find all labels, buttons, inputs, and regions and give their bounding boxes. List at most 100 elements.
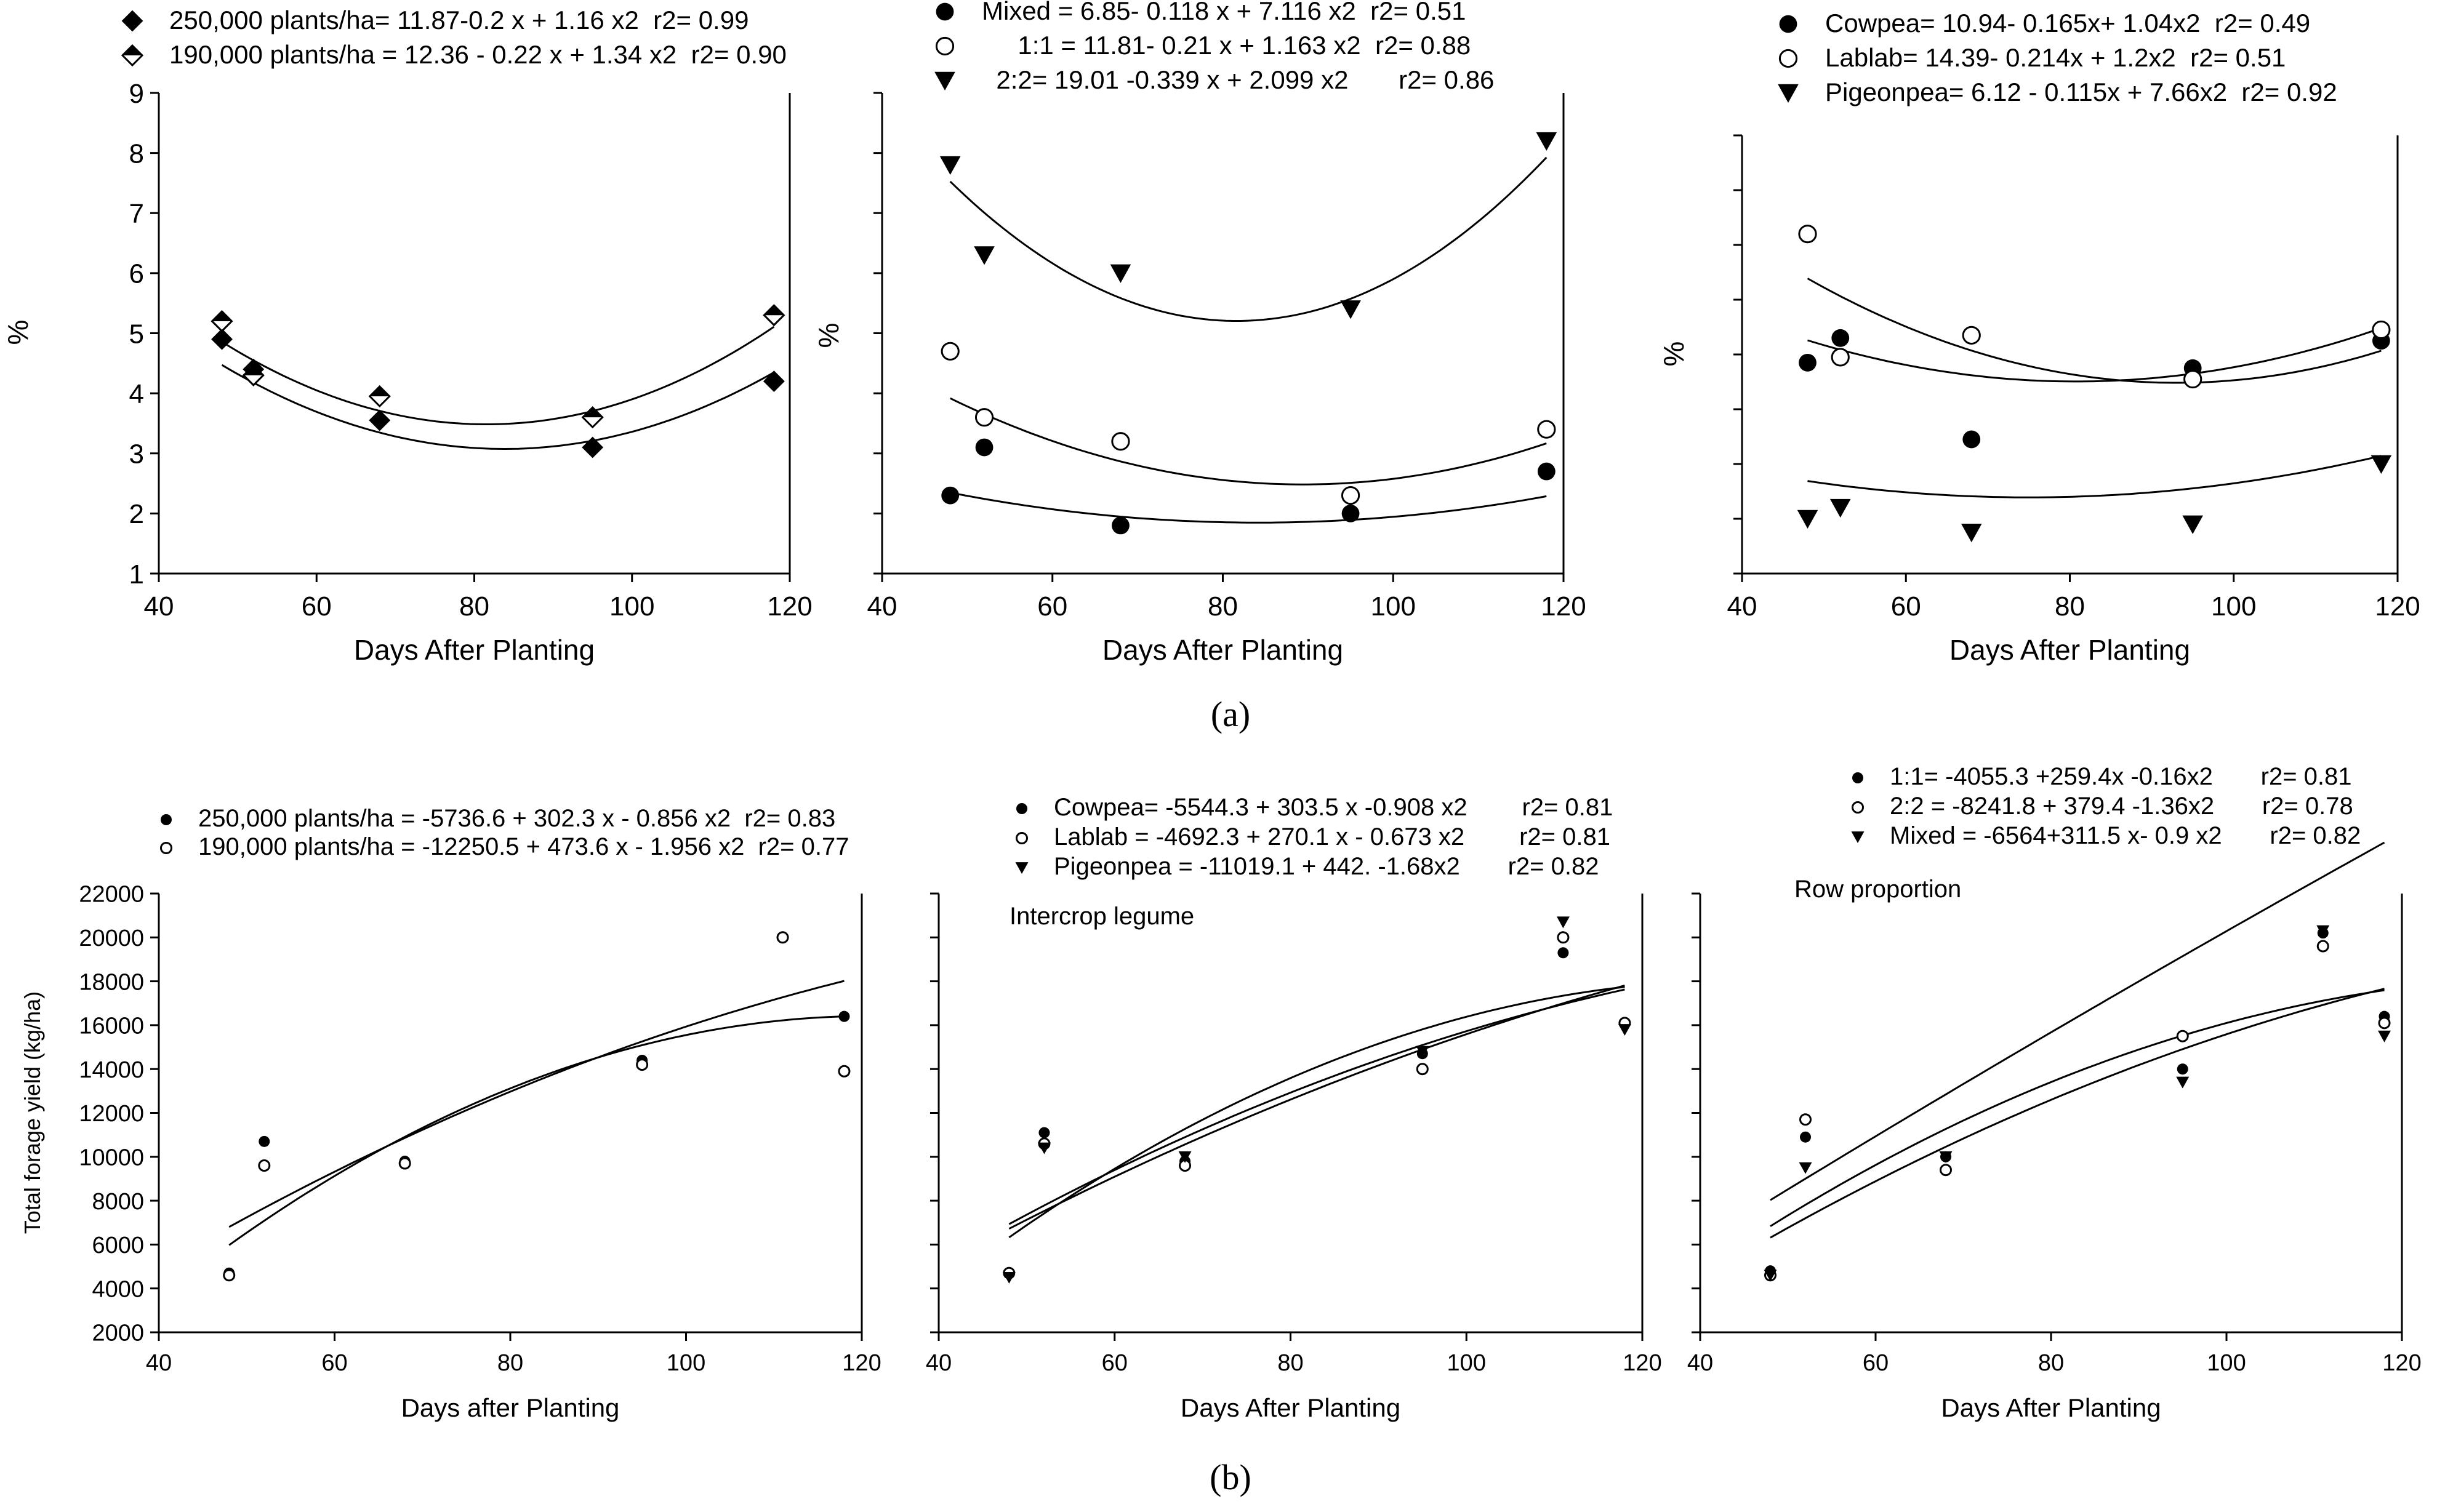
x-tick-label: 120 (1541, 591, 1586, 622)
data-point (636, 1058, 649, 1071)
data-point (259, 1135, 270, 1147)
data-point (1556, 916, 1570, 929)
x-tick-label: 60 (1891, 591, 1921, 622)
data-point (974, 408, 994, 427)
x-axis-label: Days After Planting (1102, 634, 1343, 666)
data-point (1038, 1127, 1050, 1138)
y-tick-label: 18000 (79, 969, 144, 995)
y-tick-label: 14000 (79, 1057, 144, 1083)
legend-marker (121, 44, 144, 67)
y-tick-label: 7 (129, 199, 144, 229)
data-point (941, 486, 960, 505)
y-tick-label: 12000 (79, 1101, 144, 1127)
data-point (242, 364, 265, 386)
data-point (1799, 1113, 1812, 1126)
data-point (1110, 264, 1131, 283)
panel-label-b: (b) (1210, 1457, 1251, 1497)
x-tick-label: 40 (144, 591, 174, 622)
data-point (1962, 430, 1981, 449)
x-tick-label: 100 (609, 591, 654, 622)
data-point (1557, 947, 1569, 959)
y-tick-label: 8000 (92, 1189, 144, 1215)
x-tick-label: 60 (1102, 1350, 1128, 1376)
x-tick-label: 40 (867, 591, 897, 622)
x-tick-label: 100 (2207, 1350, 2246, 1376)
data-point (582, 436, 604, 458)
y-tick-label: 2000 (92, 1321, 144, 1346)
legend-label: 2:2 = -8241.8 + 379.4 -1.36x2 r2= 0.78 (1890, 793, 2353, 820)
legend-marker (935, 36, 955, 56)
data-point (975, 438, 994, 457)
data-point (763, 304, 785, 327)
x-tick-label: 80 (1277, 1350, 1303, 1376)
chart-a3: 40 60 80 100 120 Days After Planting% Cowpea= … (1658, 9, 2420, 666)
data-point (2183, 369, 2202, 389)
data-point (2316, 940, 2329, 953)
data-point (1939, 1151, 1953, 1163)
data-point (1829, 498, 1851, 518)
data-point (939, 156, 961, 175)
legend-label: 190,000 plants/ha = -12250.5 + 473.6 x -… (198, 833, 849, 860)
data-point (2177, 1063, 2188, 1075)
chart-b3: 40 60 80 100 120 Days After Planting Row propo… (1687, 763, 2422, 1422)
legend-label: Lablab= 14.39- 0.214x + 1.2x2 r2= 0.51 (1825, 43, 2286, 72)
data-point (2371, 455, 2392, 474)
x-tick-label: 100 (1447, 1350, 1486, 1376)
data-point (1831, 348, 1850, 367)
y-tick-label: 6000 (92, 1233, 144, 1258)
legend-label: Cowpea= -5544.3 + 303.5 x -0.908 x2 r2= … (1054, 794, 1613, 821)
y-tick-label: 22000 (79, 882, 144, 908)
legend-label: Pigeonpea= 6.12 - 0.115x + 7.66x2 r2= 0.… (1825, 78, 2337, 106)
data-point (1618, 1024, 1631, 1036)
legend-marker (1852, 772, 1863, 783)
y-tick-label: 10000 (79, 1145, 144, 1170)
x-tick-label: 80 (497, 1350, 523, 1376)
x-tick-label: 120 (2382, 1350, 2421, 1376)
data-point (581, 406, 604, 429)
y-axis-label: % (813, 323, 845, 348)
data-point (838, 1065, 851, 1078)
x-tick-label: 80 (1208, 591, 1238, 622)
x-tick-label: 80 (2038, 1350, 2064, 1376)
fit-curve-pigeonpea (1008, 986, 1625, 1239)
legend-marker (1851, 831, 1865, 843)
legend-label: 250,000 plants/ha = -5736.6 + 302.3 x - … (198, 805, 835, 832)
data-point (1340, 300, 1361, 319)
data-point (1831, 329, 1850, 347)
legend-marker (1778, 49, 1798, 68)
x-tick-label: 60 (321, 1350, 347, 1376)
x-tick-label: 40 (926, 1350, 952, 1376)
legend-label: Mixed = -6564+311.5 x- 0.9 x2 r2= 0.82 (1890, 822, 2361, 849)
x-tick-label: 120 (1623, 1350, 1661, 1376)
legend-marker (936, 2, 954, 21)
y-tick-label: 1 (129, 559, 144, 590)
x-axis-label: Days After Planting (1941, 1393, 2161, 1422)
fit-curve-190-000-plants-ha (221, 326, 775, 425)
legend-marker (1779, 15, 1797, 33)
legend-label: 1:1= -4055.3 +259.4x -0.16x2 r2= 0.81 (1890, 763, 2352, 790)
y-tick-label: 16000 (79, 1014, 144, 1039)
legend-label: 250,000 plants/ha= 11.87-0.2 x + 1.16 x2… (169, 6, 749, 34)
x-axis-label: Days After Planting (354, 634, 595, 666)
data-point (1341, 504, 1360, 522)
data-point (1961, 523, 1982, 543)
legend-label: Cowpea= 10.94- 0.165x+ 1.04x2 r2= 0.49 (1825, 9, 2310, 38)
data-point (1800, 1131, 1811, 1143)
y-tick-label: 4 (129, 379, 144, 409)
data-point (2176, 1030, 2189, 1042)
data-point (941, 342, 960, 361)
data-point (2316, 925, 2330, 937)
data-point (1111, 432, 1130, 451)
data-point (2372, 320, 2391, 340)
legend-label: Mixed = 6.85- 0.118 x + 7.116 x2 r2= 0.5… (982, 0, 1466, 25)
fit-curve-1-1 (1770, 841, 2385, 1201)
data-point (1112, 516, 1130, 535)
legend-label: 1:1 = 11.81- 0.21 x + 1.163 x2 r2= 0.88 (982, 31, 1471, 60)
fit-curve-lablab (1008, 984, 1625, 1230)
data-point (1799, 1162, 1812, 1174)
x-tick-label: 40 (1727, 591, 1757, 622)
fit-curve-2-2 (1770, 989, 2385, 1227)
data-point (1962, 326, 1981, 345)
chart-a1: 40 60 80 100 120 1 2 3 4 5 6 7 8 9 Days After Planting… (2, 6, 813, 666)
x-axis-label: Days after Planting (401, 1393, 620, 1422)
